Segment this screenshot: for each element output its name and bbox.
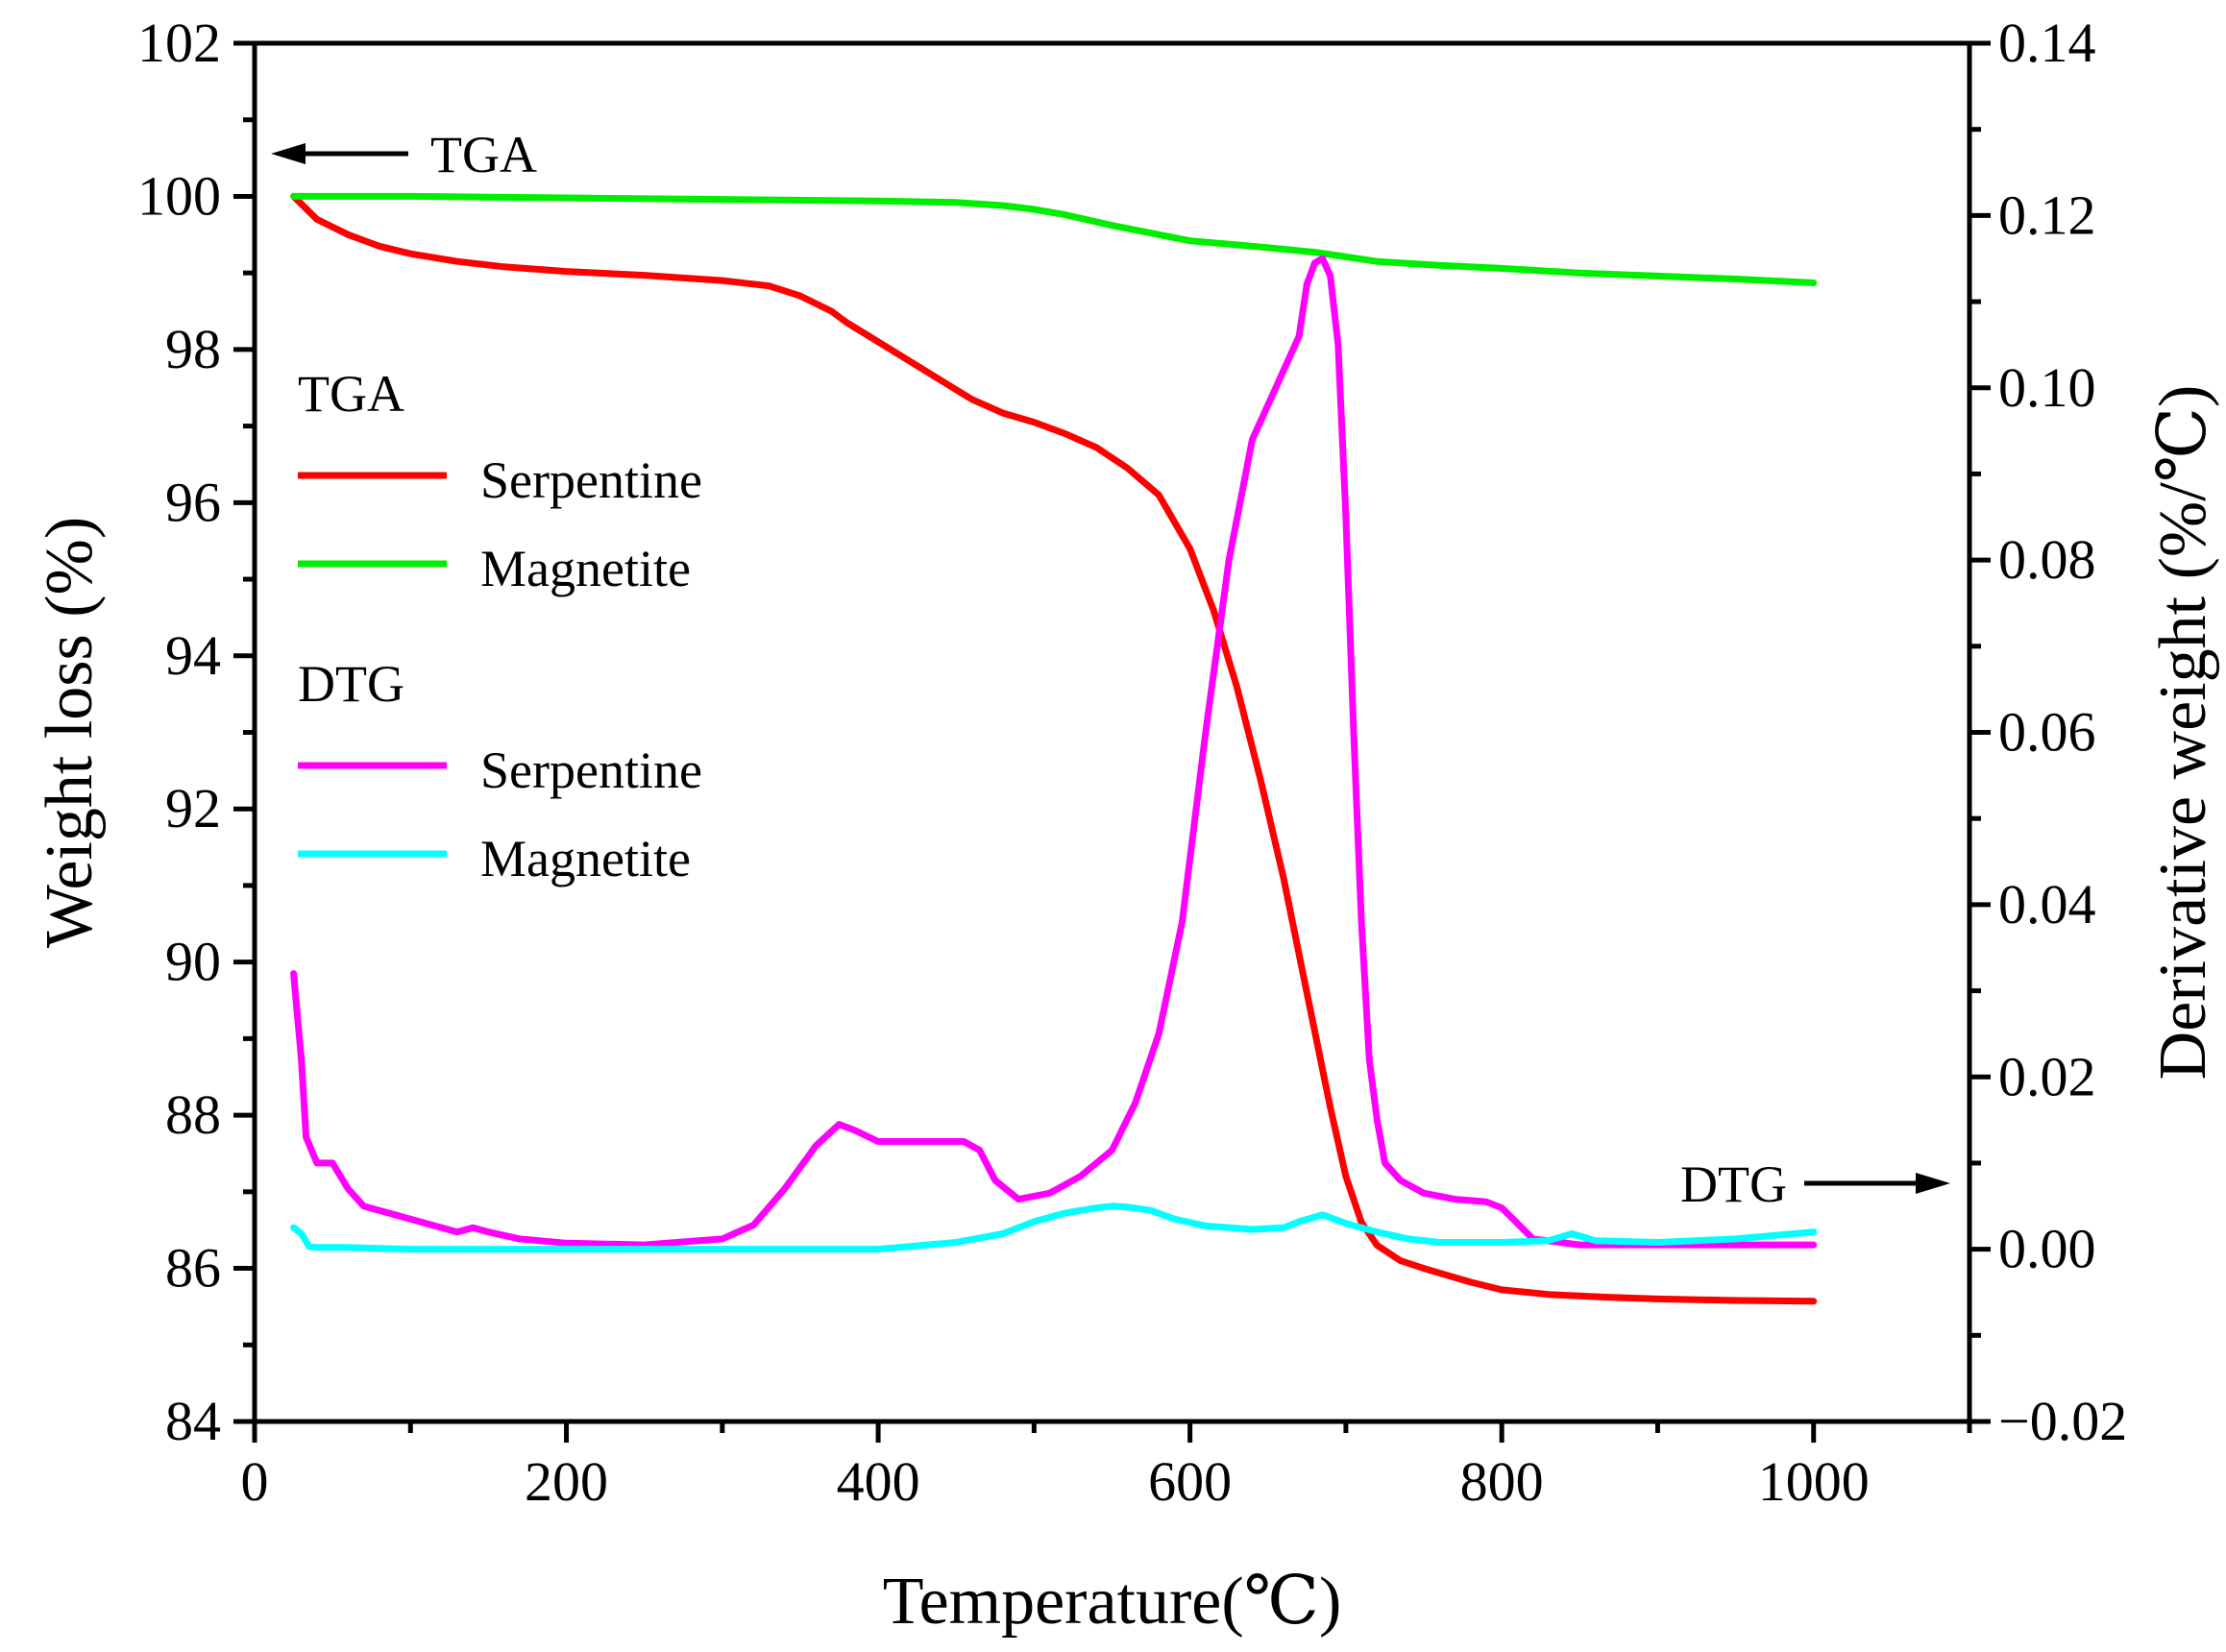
- series-line-tga-magnetite: [290, 192, 1818, 286]
- legend-heading-tga: TGA: [298, 365, 404, 423]
- legend-label-dtg-serpentine: Serpentine: [480, 741, 702, 799]
- y-right-tick-label: 0.06: [1998, 701, 2096, 764]
- y-left-tick-label: 86: [165, 1237, 221, 1300]
- legend-label-tga-magnetite: Magnetite: [480, 540, 691, 597]
- x-axis-title: Temperature(℃): [883, 1565, 1342, 1639]
- y-left-tick-label: 100: [137, 164, 221, 227]
- y-right-tick-label: 0.12: [1998, 183, 2096, 246]
- y-left-tick-label: 94: [165, 624, 221, 687]
- y-left-tick-label: 92: [165, 777, 221, 839]
- tga-annotation: TGA: [430, 126, 537, 183]
- tga-arrow-head-icon: [271, 143, 306, 164]
- y-left-tick-label: 98: [165, 318, 221, 380]
- legend-label-dtg-magnetite: Magnetite: [480, 830, 691, 887]
- y-left-tick-label: 90: [165, 931, 221, 993]
- y-right-tick-label: 0.04: [1998, 873, 2096, 935]
- x-tick-label: 0: [241, 1450, 269, 1513]
- annotations: TGA DTG: [271, 126, 1950, 1213]
- y-right-tick-label: 0.14: [1998, 12, 2096, 74]
- y-axis-title-right: Derivative weight (%/℃): [2146, 385, 2220, 1081]
- y-right-tick-label: 0.00: [1998, 1218, 2096, 1280]
- y-right-tick-label: −0.02: [1998, 1390, 2127, 1452]
- x-tick-label: 400: [837, 1450, 920, 1513]
- x-tick-label: 200: [525, 1450, 608, 1513]
- series-line-tga-serpentine: [290, 192, 1818, 1305]
- x-tick-label: 800: [1460, 1450, 1544, 1513]
- legend-heading-dtg: DTG: [298, 655, 404, 713]
- plot-frame: [252, 40, 1972, 1424]
- x-tick-label: 600: [1148, 1450, 1232, 1513]
- legend-label-tga-serpentine: Serpentine: [480, 451, 702, 509]
- y-left-tick-label: 102: [137, 12, 221, 74]
- ticks-layer: 0 200 400 600 800 1000 84 86 88 90 92 94 96 98 100 102 −…: [137, 12, 2127, 1513]
- dtg-arrow-head-icon: [1916, 1173, 1950, 1194]
- x-tick-label: 1000: [1758, 1450, 1870, 1513]
- series-layer: [290, 192, 1818, 1305]
- y-left-tick-label: 88: [165, 1083, 221, 1146]
- y-right-tick-label: 0.08: [1998, 528, 2096, 591]
- plot-area: 0 200 400 600 800 1000 84 86 88 90 92 94 96 98 100 102 −…: [137, 12, 2127, 1513]
- y-right-tick-label: 0.02: [1998, 1045, 2096, 1107]
- legend: TGA Serpentine Magnetite DTG Serpentine …: [298, 365, 702, 887]
- series-line-dtg-serpentine: [290, 255, 1818, 1249]
- dtg-annotation: DTG: [1680, 1155, 1787, 1213]
- y-right-tick-label: 0.10: [1998, 356, 2096, 419]
- series-line-dtg-magnetite: [290, 1203, 1818, 1253]
- y-axis-title-left: Weight loss (%): [33, 517, 107, 948]
- y-left-tick-label: 84: [165, 1390, 221, 1452]
- y-left-tick-label: 96: [165, 471, 221, 533]
